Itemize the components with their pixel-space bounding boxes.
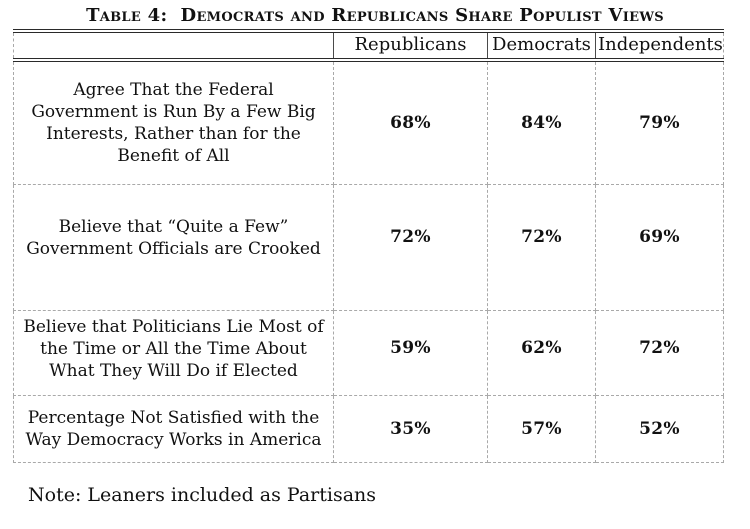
table-title: Table 4: Democrats and Republicans Share… xyxy=(86,5,664,26)
value-independents: 69% xyxy=(595,183,724,311)
table-row-not-satisfied-democracy: Percentage Not Satisfied with the Way De… xyxy=(13,394,724,463)
value-republicans: 68% xyxy=(333,59,488,185)
row-label: Believe that “Quite a Few” Government Of… xyxy=(13,183,334,311)
value-democrats: 72% xyxy=(487,183,596,311)
value-democrats: 57% xyxy=(487,394,596,463)
table-row-politicians-lie: Believe that Politicians Lie Most of the… xyxy=(13,309,724,396)
row-label: Agree That the Federal Government is Run… xyxy=(13,59,334,185)
table-row-big-interests: Agree That the Federal Government is Run… xyxy=(13,59,724,185)
value-independents: 72% xyxy=(595,309,724,396)
value-republicans: 35% xyxy=(333,394,488,463)
value-republicans: 59% xyxy=(333,309,488,396)
header-republicans: Republicans xyxy=(333,29,488,62)
value-independents: 79% xyxy=(595,59,724,185)
row-label: Believe that Politicians Lie Most of the… xyxy=(13,309,334,396)
value-democrats: 62% xyxy=(487,309,596,396)
header-row: Republicans Democrats Independents xyxy=(13,29,724,62)
page: Table 4: Democrats and Republicans Share… xyxy=(0,5,750,506)
value-democrats: 84% xyxy=(487,59,596,185)
table-note: Note: Leaners included as Partisans xyxy=(28,483,377,506)
row-label: Percentage Not Satisfied with the Way De… xyxy=(13,394,334,463)
populist-views-table: Republicans Democrats Independents Agree… xyxy=(13,29,724,463)
header-democrats: Democrats xyxy=(487,29,596,62)
header-empty-cell xyxy=(13,29,334,62)
table-row-officials-crooked: Believe that “Quite a Few” Government Of… xyxy=(13,183,724,311)
value-independents: 52% xyxy=(595,394,724,463)
header-independents: Independents xyxy=(595,29,724,62)
value-republicans: 72% xyxy=(333,183,488,311)
